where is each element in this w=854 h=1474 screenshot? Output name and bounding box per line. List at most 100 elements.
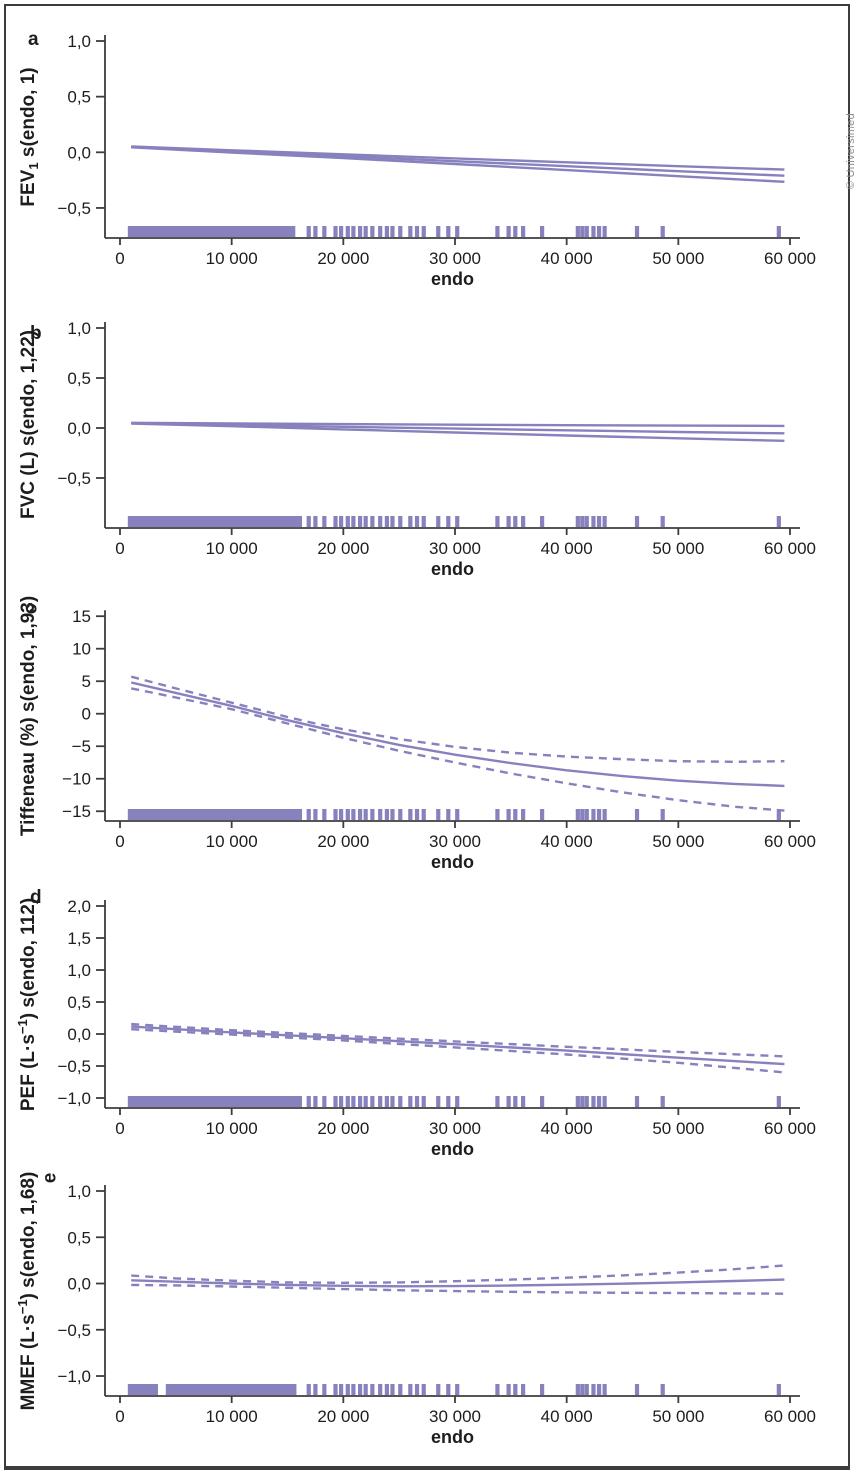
axes <box>96 899 800 1115</box>
x-tick-label: 40 000 <box>541 249 593 268</box>
panels-container: 0 10 000 20 000 30 000 40 000 50 000 60 000 1,0… <box>0 6 854 1466</box>
axes <box>96 1184 800 1403</box>
y-tick-label: 0,0 <box>67 1275 91 1294</box>
y-tick-label: −10 <box>62 770 91 789</box>
x-tick-label: 50 000 <box>652 1407 704 1426</box>
y-tick-label: −15 <box>62 802 91 821</box>
y-tick-label: −1,0 <box>57 1367 91 1386</box>
y-tick-label: −1,0 <box>57 1089 91 1108</box>
x-tick-label: 40 000 <box>541 539 593 558</box>
panel-letter: a <box>28 29 39 50</box>
panel-b-chart: 0 10 000 20 000 30 000 40 000 50 000 60 000 1,0… <box>18 319 816 579</box>
rug-plot <box>127 809 781 820</box>
y-tick-label: 1,0 <box>67 319 91 338</box>
x-tick-label: 20 000 <box>317 249 369 268</box>
y-tick-label: 0 <box>82 705 91 724</box>
panel-letter: b <box>30 323 42 344</box>
y-tick-label: 5 <box>82 672 91 691</box>
x-tick-label: 50 000 <box>652 1119 704 1138</box>
axes <box>96 322 800 535</box>
x-tick-label: 20 000 <box>317 832 369 851</box>
y-tick-label: 0,5 <box>67 993 91 1012</box>
y-tick-label: 0,0 <box>67 419 91 438</box>
x-tick-label: 30 000 <box>429 1119 481 1138</box>
copyright-credit: © Universimed <box>845 113 854 189</box>
x-tick-label: 50 000 <box>652 539 704 558</box>
x-tick-label: 10 000 <box>206 249 258 268</box>
tick-labels: 0 10 000 20 000 30 000 40 000 50 000 60 000 1,0… <box>57 319 816 558</box>
series-lines <box>131 145 785 183</box>
x-tick-label: 50 000 <box>652 249 704 268</box>
x-tick-label: 40 000 <box>541 1407 593 1426</box>
series-lower-ci <box>131 1283 785 1295</box>
series-lower-ci <box>130 687 785 812</box>
tick-labels: 0 10 000 20 000 30 000 40 000 50 000 60 000 15 1… <box>62 607 816 851</box>
y-tick-label: −0,5 <box>57 1321 91 1340</box>
x-tick-label: 10 000 <box>206 539 258 558</box>
x-tick-label: 30 000 <box>429 1407 481 1426</box>
x-tick-label: 10 000 <box>206 1407 258 1426</box>
y-tick-label: −5 <box>72 737 91 756</box>
panel-letter: d <box>30 887 42 908</box>
x-tick-label: 40 000 <box>541 1119 593 1138</box>
x-tick-label: 20 000 <box>317 1119 369 1138</box>
x-tick-label: 0 <box>115 539 124 558</box>
y-tick-label: 1,0 <box>67 32 91 51</box>
series-lines <box>131 1022 785 1074</box>
y-tick-label: −0,5 <box>57 199 91 218</box>
x-tick-label: 30 000 <box>429 832 481 851</box>
x-tick-label: 20 000 <box>317 1407 369 1426</box>
x-axis-label: endo <box>431 559 474 579</box>
series-lower-ci <box>131 1028 785 1074</box>
axes <box>96 35 800 245</box>
series-lines <box>130 675 785 812</box>
rug-plot <box>127 1384 781 1395</box>
y-axis-label: FVC (L) s(endo, 1,22) <box>18 330 39 519</box>
x-tick-label: 40 000 <box>541 832 593 851</box>
axes <box>96 610 800 828</box>
y-tick-label: 10 <box>72 640 91 659</box>
y-axis-label: Tiffeneau (%) s(endo, 1,93) <box>18 596 39 836</box>
x-tick-label: 0 <box>115 832 124 851</box>
y-tick-label: 1,0 <box>67 1182 91 1201</box>
series-upper-ci <box>130 675 785 764</box>
y-tick-label: 0,5 <box>67 1228 91 1247</box>
series-lines <box>131 421 785 442</box>
x-tick-label: 30 000 <box>429 539 481 558</box>
y-tick-label: 15 <box>72 607 91 626</box>
series-fit <box>131 1025 785 1066</box>
x-tick-label: 0 <box>115 1407 124 1426</box>
x-axis-label: endo <box>431 1427 474 1447</box>
series-fit <box>130 681 785 788</box>
x-tick-label: 60 000 <box>764 1407 816 1426</box>
x-tick-label: 60 000 <box>764 249 816 268</box>
y-tick-label: −0,5 <box>57 469 91 488</box>
y-tick-label: 1,0 <box>67 961 91 980</box>
y-tick-label: 0,0 <box>67 1025 91 1044</box>
y-tick-label: 2,0 <box>67 897 91 916</box>
series-lines <box>131 1264 785 1295</box>
rug-plot <box>127 226 781 237</box>
rug-plot <box>127 1096 781 1107</box>
panel-e-chart: 0 10 000 20 000 30 000 40 000 50 000 60 000 1,0… <box>15 1172 816 1447</box>
series-upper-ci <box>131 421 785 428</box>
x-tick-label: 0 <box>115 249 124 268</box>
panel-letter: c <box>21 603 42 614</box>
panel-letter: e <box>40 1173 61 1184</box>
series-fit <box>131 1278 785 1288</box>
y-axis-label: FEV1 s(endo, 1) <box>18 67 41 206</box>
y-tick-label: 0,5 <box>67 88 91 107</box>
y-axis-label: MMEF (L·s−1) s(endo, 1,68) <box>15 1172 39 1411</box>
x-tick-label: 0 <box>115 1119 124 1138</box>
panel-c-chart: 0 10 000 20 000 30 000 40 000 50 000 60 000 15 1… <box>18 596 816 872</box>
x-axis-label: endo <box>431 1139 474 1159</box>
tick-labels: 0 10 000 20 000 30 000 40 000 50 000 60 000 1,0… <box>57 1182 816 1426</box>
series-upper-ci <box>131 1022 785 1058</box>
rug-plot <box>127 516 781 527</box>
y-tick-label: −0,5 <box>57 1057 91 1076</box>
x-axis-label: endo <box>431 269 474 289</box>
x-axis-label: endo <box>431 852 474 872</box>
tick-labels: 0 10 000 20 000 30 000 40 000 50 000 60 000 1,0… <box>57 32 816 268</box>
panel-a-chart: 0 10 000 20 000 30 000 40 000 50 000 60 000 1,0… <box>18 29 816 289</box>
x-tick-label: 20 000 <box>317 539 369 558</box>
